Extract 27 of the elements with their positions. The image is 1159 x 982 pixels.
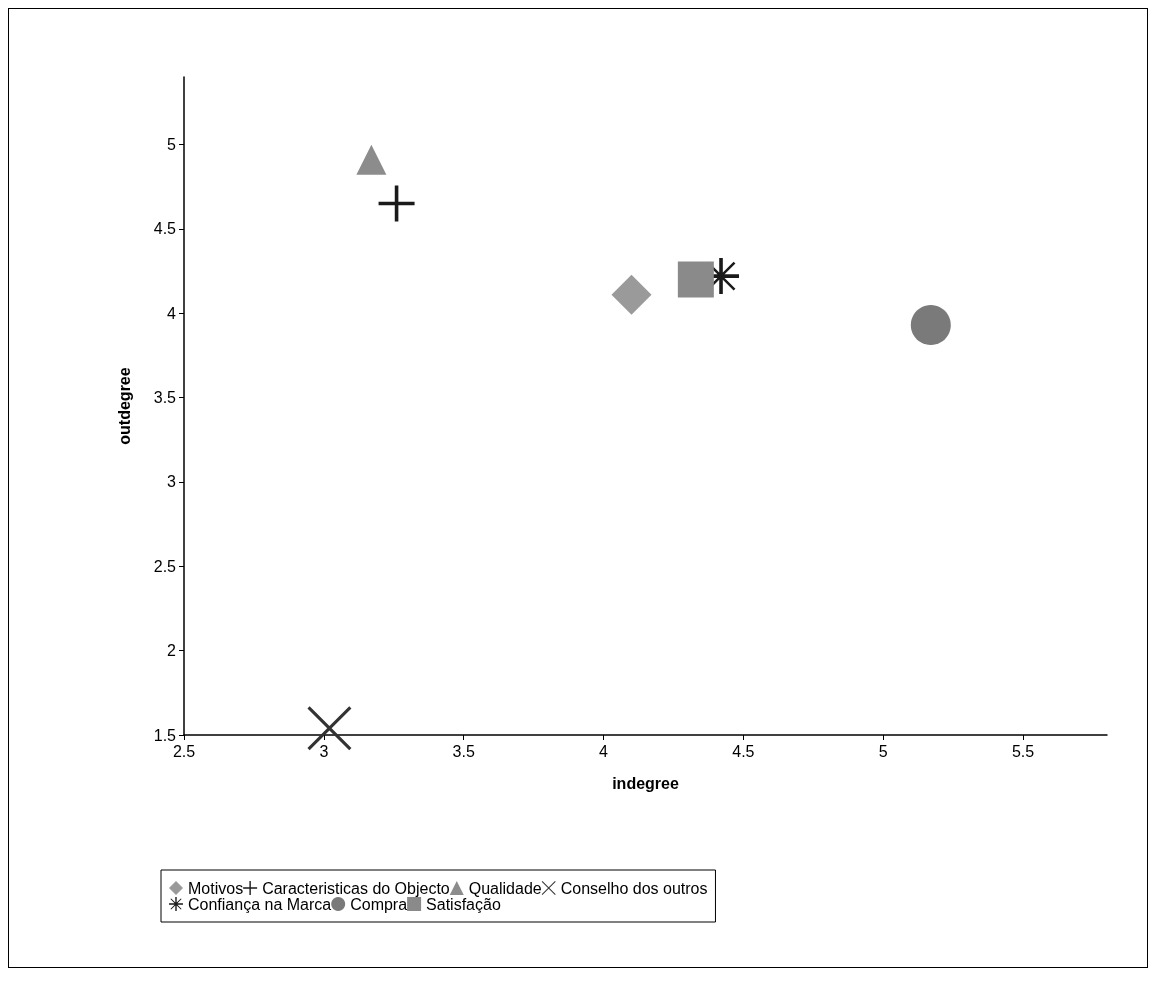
legend-label: Qualidade [468, 879, 542, 897]
y-tick-label: 3.5 [153, 389, 177, 407]
point [356, 144, 387, 175]
y-tick-label: 2.5 [153, 557, 177, 575]
y-axis-title: outdegree [115, 367, 133, 445]
legend-label: Conselho dos outros [560, 879, 708, 897]
legend-label: Caracteristicas do Objecto [262, 879, 450, 897]
y-tick-label: 3 [167, 473, 177, 491]
y-tick-label: 2 [167, 642, 177, 660]
x-tick-label: 3.5 [452, 742, 475, 760]
point [611, 274, 652, 315]
legend-label: Confiança na Marca [188, 895, 332, 913]
legend-label: Motivos [188, 879, 244, 897]
legend-label: Compra [350, 895, 408, 913]
y-tick-label: 4 [167, 304, 177, 322]
x-axis-title: indegree [612, 774, 679, 792]
y-tick-label: 1.5 [153, 726, 177, 744]
x-tick-label: 5 [878, 742, 888, 760]
point [677, 261, 714, 298]
y-tick-label: 5 [167, 135, 177, 153]
x-tick-label: 4 [599, 742, 609, 760]
x-tick-label: 5.5 [1011, 742, 1035, 760]
x-tick-label: 3 [319, 742, 329, 760]
point [910, 305, 951, 345]
x-tick-label: 4.5 [732, 742, 755, 760]
legend-label: Satisfação [426, 895, 501, 913]
y-tick-label: 4.5 [153, 220, 177, 238]
